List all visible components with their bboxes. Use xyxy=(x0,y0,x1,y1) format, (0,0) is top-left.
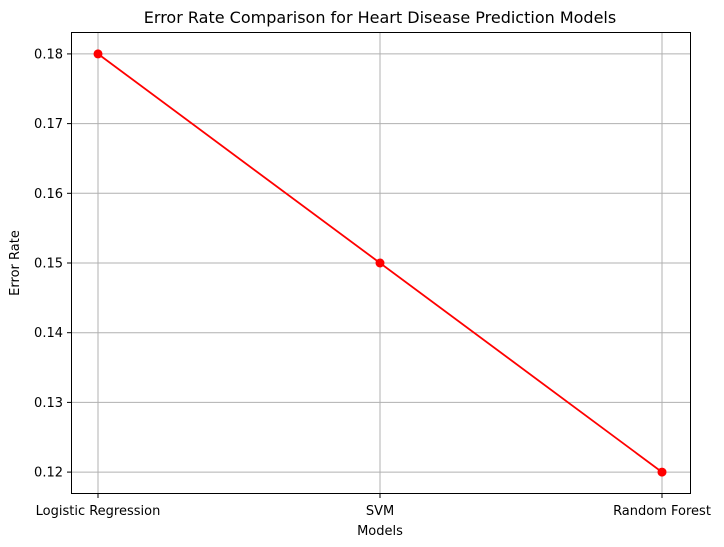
data-point xyxy=(93,49,103,59)
y-tick-label: 0.12 xyxy=(34,466,63,481)
y-tick-label: 0.17 xyxy=(34,117,63,132)
y-tick-label: 0.18 xyxy=(34,47,63,62)
x-tick-label: SVM xyxy=(366,504,394,519)
y-tick-label: 0.14 xyxy=(34,326,63,341)
x-tick-label: Random Forest xyxy=(613,504,711,519)
y-tick-label: 0.15 xyxy=(34,257,63,272)
plot-frame xyxy=(71,32,691,494)
x-tick-label: Logistic Regression xyxy=(36,504,161,519)
grid xyxy=(72,33,690,493)
y-tick-label: 0.16 xyxy=(34,187,63,202)
series-layer xyxy=(93,49,667,477)
y-tick-label: 0.13 xyxy=(34,396,63,411)
data-point xyxy=(375,258,385,268)
chart-title: Error Rate Comparison for Heart Disease … xyxy=(144,8,616,27)
data-point xyxy=(657,467,667,477)
y-axis-label: Error Rate xyxy=(8,230,23,296)
axis-ticks: Logistic Regression SVM Random Forest 0.12 0… xyxy=(34,47,711,519)
x-axis-label: Models xyxy=(357,524,403,539)
